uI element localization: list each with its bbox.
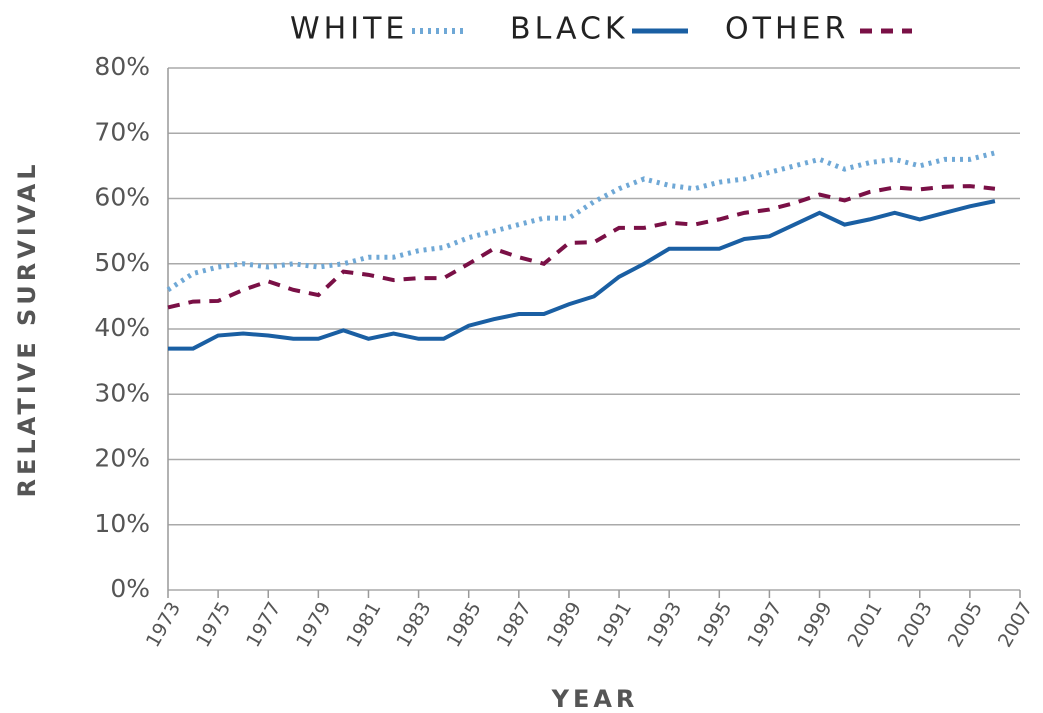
y-tick-label: 40% xyxy=(94,313,150,342)
legend-label: WHITE xyxy=(290,12,408,47)
x-tick-label: 1991 xyxy=(593,598,636,651)
x-tick-label: 1995 xyxy=(693,598,736,651)
x-tick-label: 1989 xyxy=(543,598,586,651)
x-tick-label: 1987 xyxy=(493,598,536,651)
x-tick-label: 1985 xyxy=(443,598,486,651)
y-tick-label: 20% xyxy=(94,444,150,473)
x-tick-label: 1999 xyxy=(793,598,836,651)
series-line xyxy=(167,184,996,310)
x-tick-label: 1981 xyxy=(342,598,385,651)
series-line xyxy=(168,199,996,351)
x-tick-label: 1983 xyxy=(392,598,435,651)
x-tick-label: 2003 xyxy=(894,598,937,651)
y-tick-label: 30% xyxy=(94,378,150,407)
x-tick-label: 1973 xyxy=(142,598,185,651)
x-tick-label: 1977 xyxy=(242,598,285,651)
x-tick-label: 2005 xyxy=(944,598,987,651)
x-axis-label: YEAR xyxy=(551,685,639,713)
y-tick-label: 80% xyxy=(94,52,150,81)
series-line xyxy=(166,150,996,292)
x-tick-label: 2007 xyxy=(994,598,1037,651)
legend-label: BLACK xyxy=(510,12,629,47)
y-tick-label: 50% xyxy=(94,248,150,277)
y-tick-label: 60% xyxy=(94,183,150,212)
legend-label: OTHER xyxy=(725,12,849,47)
x-tick-label: 1993 xyxy=(643,598,686,651)
x-tick-label: 1979 xyxy=(292,598,335,651)
y-tick-label: 10% xyxy=(94,509,150,538)
x-tick-label: 2001 xyxy=(844,598,887,651)
x-tick-label: 1975 xyxy=(192,598,235,651)
y-axis-label: RELATIVE SURVIVAL xyxy=(13,160,41,497)
y-tick-label: 0% xyxy=(110,574,150,603)
x-tick-label: 1997 xyxy=(743,598,786,651)
y-tick-label: 70% xyxy=(94,117,150,146)
